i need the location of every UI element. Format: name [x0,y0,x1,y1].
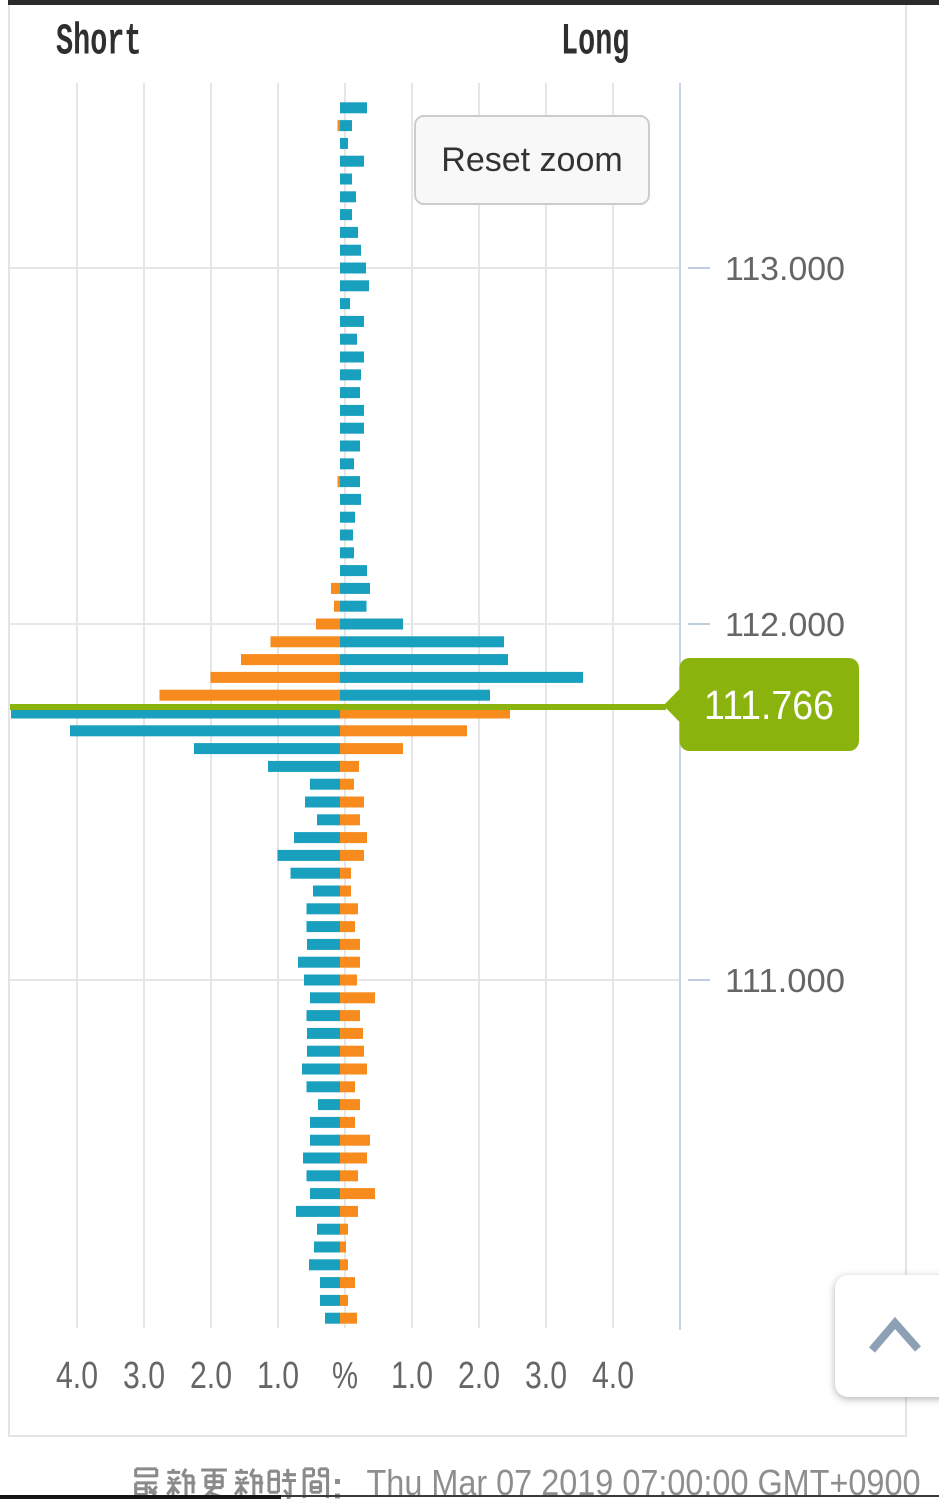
svg-text:2.0: 2.0 [190,1355,232,1397]
svg-text:4.0: 4.0 [56,1355,98,1397]
svg-text:4.0: 4.0 [592,1355,634,1397]
svg-text:111.000: 111.000 [725,962,845,999]
svg-text:1.0: 1.0 [257,1355,299,1397]
svg-text:3.0: 3.0 [525,1355,567,1397]
svg-text:Short: Short [56,18,141,68]
svg-text:113.000: 113.000 [725,250,845,287]
svg-text:2.0: 2.0 [458,1355,500,1397]
svg-text:Long: Long [561,18,629,68]
svg-text:1.0: 1.0 [391,1355,433,1397]
svg-text:111.766: 111.766 [704,682,834,728]
svg-text:112.000: 112.000 [725,606,845,643]
svg-text:%: % [332,1355,358,1397]
svg-text:Thu Mar 07 2019 07:00:00 GMT+0: Thu Mar 07 2019 07:00:00 GMT+0900 [367,1462,921,1499]
svg-text:3.0: 3.0 [123,1355,165,1397]
